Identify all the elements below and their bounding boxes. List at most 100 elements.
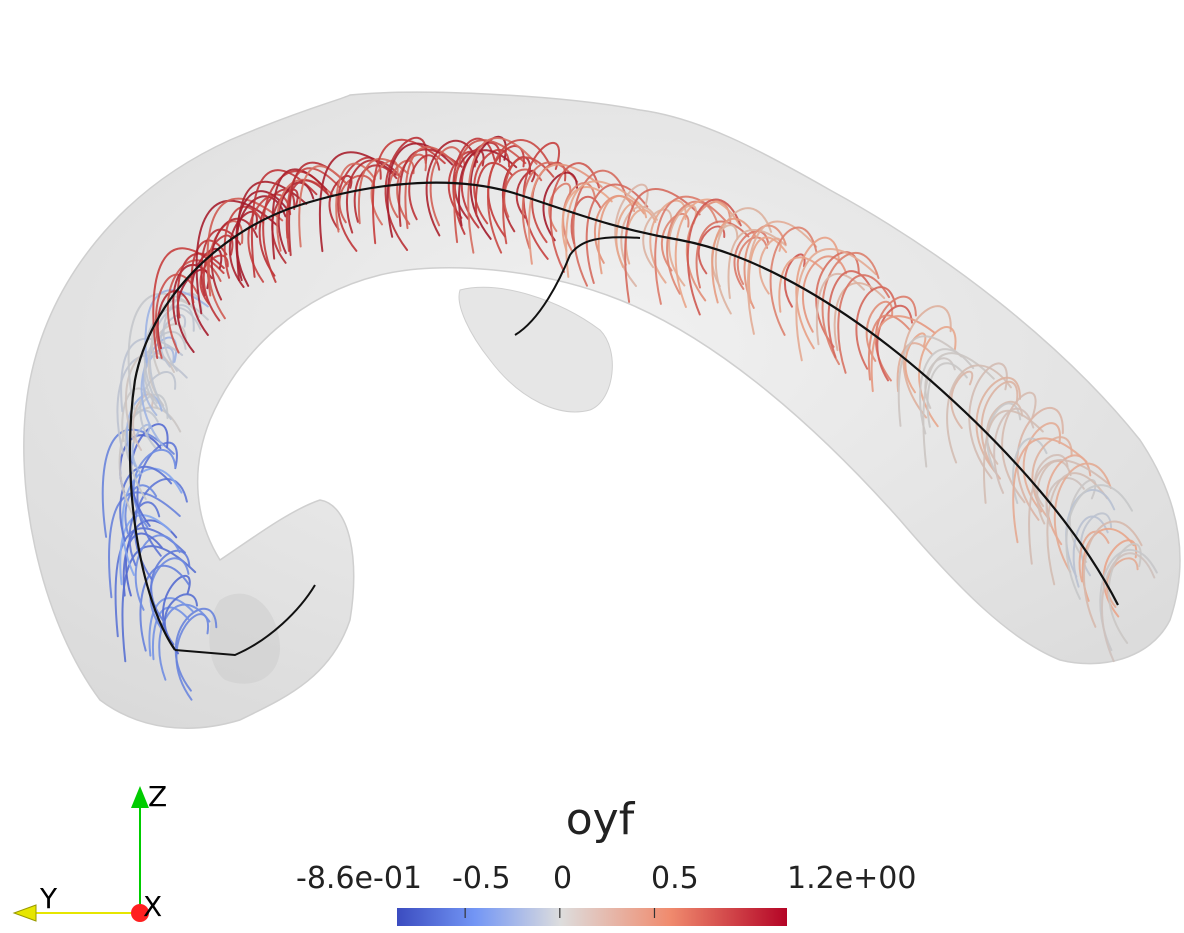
streamline [870, 315, 936, 393]
streamline [549, 162, 600, 273]
streamline [398, 148, 463, 227]
streamline [748, 236, 788, 304]
streamline [453, 139, 527, 244]
streamline [136, 441, 178, 557]
streamline [1078, 530, 1110, 583]
colorbar-min-label: -8.6e-01 [296, 861, 422, 896]
streamline [950, 370, 974, 429]
streamline [746, 220, 818, 335]
streamline [486, 139, 552, 254]
streamline [346, 159, 402, 234]
z-axis-label: Z [148, 780, 168, 813]
colorbar-tick-label: -0.5 [452, 861, 511, 896]
streamline [108, 491, 181, 599]
streamline [855, 286, 897, 370]
colorbar [397, 908, 787, 926]
streamline [993, 407, 1035, 494]
streamline [821, 252, 880, 366]
streamline [121, 387, 155, 442]
colorbar-tick-label: 0 [553, 861, 573, 896]
streamline [119, 466, 173, 542]
streamline [1107, 542, 1142, 644]
streamline [150, 549, 191, 623]
streamline [318, 151, 397, 253]
streamline [502, 156, 555, 245]
streamline [985, 400, 1024, 465]
streamline [827, 270, 874, 359]
streamline [149, 557, 190, 629]
streamline [733, 230, 770, 290]
streamline [980, 380, 1019, 480]
streamline [174, 607, 218, 692]
streamline [624, 208, 657, 265]
streamline [121, 467, 183, 576]
streamline [837, 274, 890, 374]
streamline [129, 423, 169, 527]
streamline [235, 195, 287, 287]
streamline [565, 180, 640, 278]
streamline [624, 188, 701, 303]
streamline [236, 180, 308, 282]
centerline [128, 181, 1119, 657]
streamline [357, 158, 409, 225]
streamline [134, 534, 181, 611]
streamline [1046, 472, 1109, 586]
streamline [154, 273, 199, 359]
streamline [132, 448, 177, 529]
streamline [271, 168, 328, 260]
colorbar-max-label: 1.2e+00 [787, 861, 917, 896]
tube-surface [23, 91, 1181, 729]
streamline [121, 545, 197, 663]
streamline [151, 299, 200, 375]
streamline [162, 574, 191, 655]
streamline [258, 188, 296, 277]
streamline [515, 169, 536, 219]
streamline [711, 224, 739, 288]
streamline [570, 195, 602, 245]
streamline [149, 304, 195, 420]
streamline [372, 138, 446, 245]
streamline [686, 198, 742, 316]
streamline [298, 165, 348, 248]
streamline [388, 159, 415, 219]
streamline [1072, 515, 1109, 588]
z-axis-arrow-icon [131, 786, 149, 808]
streamline [148, 597, 194, 657]
streamlines [101, 135, 1158, 701]
streamline [697, 225, 726, 275]
streamline [668, 204, 697, 287]
streamline [1102, 539, 1138, 618]
streamline [1001, 391, 1037, 504]
streamline [1012, 437, 1088, 544]
streamline [615, 202, 648, 268]
streamline [101, 428, 175, 538]
streamline [1016, 407, 1064, 521]
streamline [158, 603, 211, 681]
axes-orientation-widget [12, 786, 149, 922]
streamline [778, 256, 825, 313]
streamline [1036, 460, 1072, 525]
streamline [968, 362, 1008, 480]
streamline [833, 282, 886, 352]
streamline [926, 362, 968, 428]
streamline [1045, 454, 1092, 546]
streamline [1031, 436, 1073, 519]
streamline [474, 161, 513, 217]
streamline [467, 137, 538, 254]
streamline [1065, 484, 1133, 600]
streamline [139, 564, 191, 652]
streamline [127, 393, 169, 500]
streamline [156, 290, 191, 350]
streamline [1100, 552, 1156, 663]
streamline [983, 409, 1044, 504]
streamline [473, 148, 511, 225]
streamline [769, 226, 818, 336]
streamline [902, 305, 952, 419]
streamline [674, 198, 740, 308]
streamline [597, 195, 645, 275]
streamline [666, 200, 719, 295]
streamline [660, 213, 690, 272]
streamline [131, 423, 151, 475]
y-axis-label: Y [40, 882, 58, 915]
